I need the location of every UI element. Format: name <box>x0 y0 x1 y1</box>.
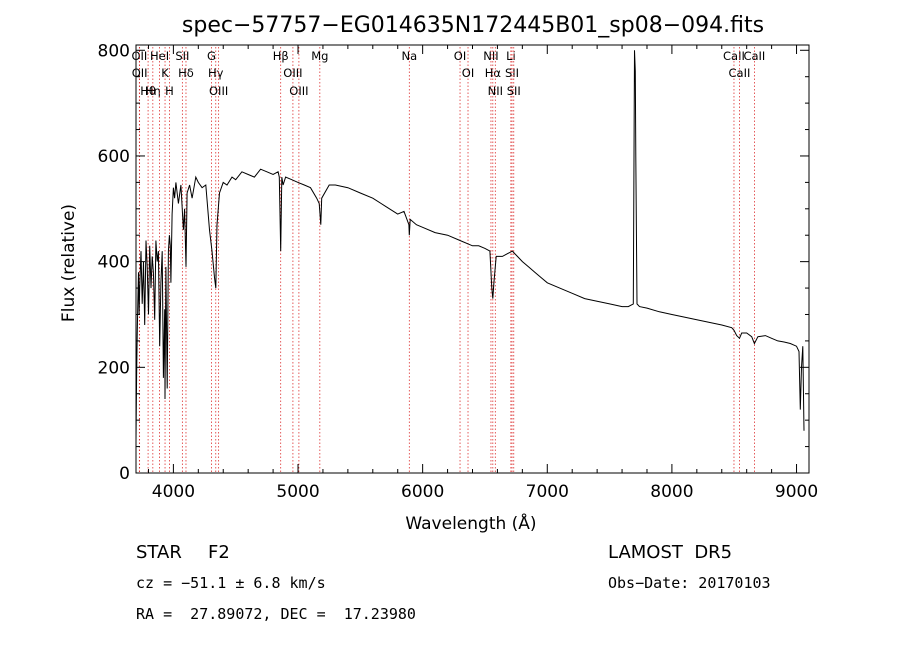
line-marker-label: OI <box>454 49 466 63</box>
line-marker-label: OIII <box>209 84 228 98</box>
ra-dec-coordinates: RA = 27.89072, DEC = 17.23980 <box>136 605 416 623</box>
object-class: STAR <box>136 542 182 563</box>
line-marker-label: Hβ <box>273 49 289 63</box>
chart-title: spec−57757−EG014635N172445B01_sp08−094.f… <box>182 13 764 38</box>
line-marker-label: Mg <box>311 49 328 63</box>
survey-release: LAMOST DR5 <box>608 542 732 563</box>
line-marker-label: SII <box>175 49 189 63</box>
line-marker-label: H <box>165 84 174 98</box>
line-marker-label: Hθ <box>140 84 156 98</box>
line-marker-label: HeI <box>150 49 169 63</box>
y-tick-label: 600 <box>98 147 130 167</box>
x-tick-label: 9000 <box>775 482 818 502</box>
line-marker-label: NII <box>488 84 503 98</box>
y-axis-label: Flux (relative) <box>59 204 79 322</box>
subclass: F2 <box>208 542 230 563</box>
line-marker-label: Hη <box>145 84 161 98</box>
y-axis: 0 200 400 600 800 <box>98 41 809 484</box>
x-axis: 4000 5000 6000 7000 8000 9000 <box>147 45 818 502</box>
line-marker-label: NII <box>483 49 498 63</box>
line-marker-label: SII <box>507 84 521 98</box>
plot-frame <box>135 44 810 474</box>
line-marker-label: K <box>161 66 169 80</box>
x-tick-label: 5000 <box>276 482 319 502</box>
x-tick-label: 8000 <box>650 482 693 502</box>
line-marker-label: OIII <box>283 66 302 80</box>
line-marker-label: OI <box>462 66 474 80</box>
line-marker-label: SII <box>505 66 519 80</box>
line-marker-label: CaII <box>723 49 745 63</box>
line-marker-label: OII <box>132 66 148 80</box>
x-tick-label: 4000 <box>152 482 195 502</box>
line-marker-label: OII <box>131 49 147 63</box>
line-marker-label: G <box>207 49 216 63</box>
line-marker-label: Hδ <box>178 66 194 80</box>
x-tick-label: 7000 <box>526 482 569 502</box>
line-marker-label: Hα <box>485 66 502 80</box>
spectrum-line <box>135 50 805 442</box>
x-tick-label: 6000 <box>401 482 444 502</box>
y-tick-label: 200 <box>98 358 130 378</box>
y-tick-label: 400 <box>98 253 130 273</box>
redshift-value: cz = −51.1 ± 6.8 km/s <box>136 574 326 592</box>
line-marker-label: CaII <box>729 66 751 80</box>
observation-date: Obs−Date: 20170103 <box>608 574 771 592</box>
y-tick-label: 0 <box>119 464 130 484</box>
line-marker-label: Hγ <box>208 66 224 80</box>
line-marker-label: CaII <box>743 49 765 63</box>
x-axis-label: Wavelength (Å) <box>405 512 536 534</box>
line-marker-label: Na <box>401 49 417 63</box>
line-marker-label: Li <box>506 49 516 63</box>
y-tick-label: 800 <box>98 41 130 61</box>
line-marker-label: OIII <box>289 84 308 98</box>
